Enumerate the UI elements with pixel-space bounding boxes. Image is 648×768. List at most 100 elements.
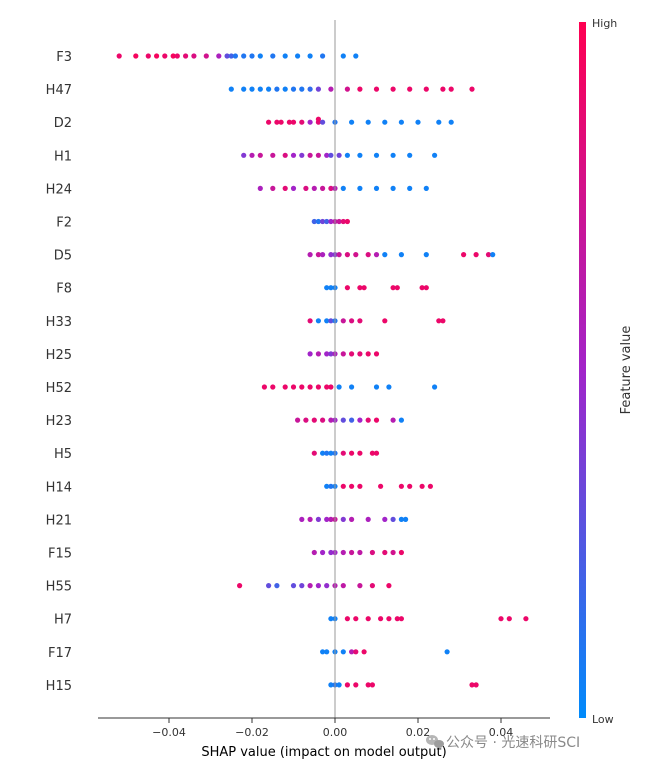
shap-point-d5	[344, 252, 350, 258]
shap-point-h33	[340, 318, 346, 324]
shap-point-h14	[349, 483, 355, 489]
x-tick-label: −0.02	[235, 726, 269, 739]
shap-point-d2	[315, 116, 321, 122]
shap-point-f15	[357, 549, 363, 556]
shap-point-h15	[369, 682, 375, 688]
shap-point-f2	[320, 218, 326, 225]
shap-point-h24	[407, 185, 413, 191]
shap-point-h24	[357, 185, 363, 191]
shap-point-f3	[116, 53, 122, 59]
feature-rows: F3 H47 D2 H1 H24 F2 D5 F8 H33 H25 H52 H23 H5 H14 H21 F1…	[46, 50, 72, 694]
shap-point-h47	[315, 86, 321, 92]
shap-point-h23	[349, 417, 355, 423]
shap-point-h5	[357, 450, 363, 456]
shap-point-f3	[270, 53, 276, 59]
x-axis-ticks: −0.04 −0.02 0.00 0.02 0.04	[152, 718, 513, 739]
shap-point-d2	[286, 119, 292, 125]
shap-point-h25	[328, 351, 334, 357]
shap-point-h1	[241, 152, 247, 158]
shap-point-h1	[315, 152, 321, 158]
shap-point-h33	[324, 318, 330, 324]
shap-point-h21	[307, 516, 313, 523]
shap-point-d2	[320, 119, 326, 125]
feature-label-h25: H25	[46, 348, 72, 363]
shap-point-f3	[174, 53, 180, 59]
shap-point-f8	[419, 285, 425, 291]
shap-point-h25	[357, 351, 363, 357]
shap-point-h24	[373, 185, 380, 191]
shap-point-d2	[349, 119, 355, 125]
shap-point-d5	[485, 252, 492, 258]
shap-point-h21	[365, 516, 371, 523]
shap-point-h7	[394, 616, 400, 622]
shap-point-h21	[315, 516, 321, 523]
shap-point-h33	[436, 318, 442, 324]
shap-point-h25	[315, 351, 321, 357]
shap-point-f3	[216, 53, 222, 59]
shap-point-h25	[340, 351, 346, 357]
shap-point-h24	[311, 185, 317, 191]
feature-label-f2: F2	[56, 216, 72, 231]
x-tick-label: 0.00	[323, 726, 348, 739]
shap-point-h15	[353, 682, 359, 688]
shap-point-h55	[307, 583, 313, 589]
shap-point-h33	[357, 318, 363, 324]
shap-point-h14	[407, 483, 413, 489]
shap-point-f3	[340, 53, 346, 59]
shap-point-h47	[266, 86, 272, 92]
shap-point-h52	[315, 384, 321, 390]
shap-point-h14	[340, 483, 346, 489]
feature-label-f3: F3	[56, 50, 72, 65]
shap-point-f3	[307, 53, 313, 59]
shap-point-h7	[353, 616, 359, 622]
shap-point-d5	[320, 252, 326, 258]
shap-point-h47	[328, 86, 334, 92]
shap-point-d5	[461, 252, 467, 258]
shap-point-h14	[427, 483, 433, 489]
shap-point-h23	[390, 417, 396, 423]
shap-point-h52	[307, 384, 313, 390]
shap-point-h24	[390, 185, 396, 191]
feature-label-d5: D5	[54, 249, 72, 264]
shap-point-h47	[440, 86, 446, 92]
shap-point-f3	[232, 53, 238, 59]
feature-label-h55: H55	[46, 580, 72, 595]
feature-label-d2: D2	[54, 116, 72, 131]
shap-point-f3	[162, 53, 168, 59]
shap-point-d5	[328, 252, 334, 258]
shap-point-h1	[432, 152, 438, 158]
shap-point-h24	[270, 185, 276, 191]
shap-point-f3	[191, 53, 197, 59]
shap-point-f2	[336, 218, 342, 225]
shap-point-h55	[266, 583, 272, 589]
shap-point-h52	[290, 384, 297, 390]
shap-point-d5	[315, 252, 321, 258]
shap-point-h7	[386, 616, 392, 622]
shap-point-h5	[369, 450, 375, 456]
shap-point-h1	[257, 152, 263, 158]
shap-point-h55	[299, 583, 305, 589]
shap-point-f3	[257, 53, 263, 59]
shap-point-f3	[241, 53, 247, 59]
shap-point-d2	[365, 119, 371, 125]
shap-point-h14	[357, 483, 363, 489]
feature-label-h7: H7	[54, 613, 72, 628]
shap-point-h52	[282, 384, 288, 390]
shap-point-d2	[415, 119, 421, 125]
shap-point-h5	[328, 450, 334, 456]
shap-point-h47	[344, 86, 350, 92]
shap-point-h52	[386, 384, 392, 390]
shap-point-f8	[390, 285, 396, 291]
shap-point-h52	[299, 384, 305, 390]
shap-point-f2	[315, 218, 321, 225]
shap-point-h52	[432, 384, 438, 390]
shap-point-h23	[340, 417, 346, 423]
wechat-icon	[426, 735, 444, 748]
shap-point-d5	[307, 252, 313, 258]
shap-point-h47	[357, 86, 363, 92]
shap-point-h55	[315, 583, 321, 589]
shap-point-h1	[249, 152, 255, 158]
shap-point-h55	[369, 583, 375, 589]
feature-label-h52: H52	[46, 381, 72, 396]
shap-point-d2	[274, 119, 280, 125]
